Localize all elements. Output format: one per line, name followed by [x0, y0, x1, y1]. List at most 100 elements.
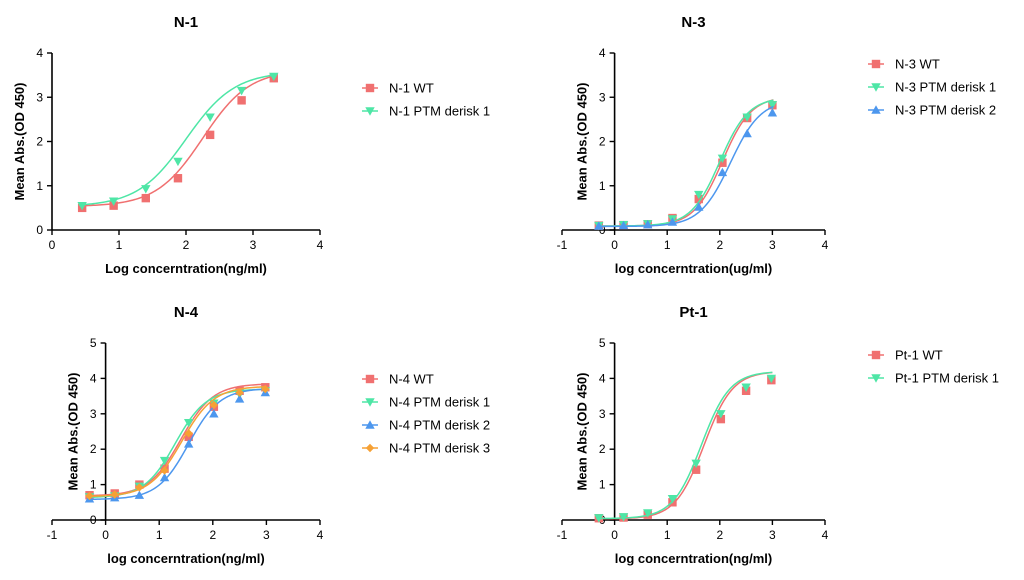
x-tick-label: 3 [263, 528, 270, 542]
legend-marker-icon [365, 443, 375, 453]
legend-item: N-1 WT [362, 81, 434, 96]
data-point [618, 513, 629, 522]
data-point [77, 201, 87, 211]
legend-label: Pt-1 PTM derisk 1 [895, 371, 999, 386]
data-point [236, 86, 247, 96]
y-tick-label: 1 [599, 478, 606, 492]
data-point [643, 509, 653, 518]
data-point [173, 174, 183, 183]
data-point [691, 465, 701, 474]
legend-item: N-1 PTM derisk 1 [362, 104, 490, 119]
y-tick-label: 2 [36, 135, 43, 149]
legend-item: N-4 PTM derisk 1 [362, 395, 490, 410]
data-point [110, 490, 119, 499]
x-tick-label: 4 [317, 528, 324, 542]
chart-panel-n-3: N-3 -1 0 1 2 3 4 0 1 2 3 4 log concerntration(ug/ml)… [557, 14, 996, 276]
legend-item: Pt-1 WT [868, 348, 943, 363]
chart-title: N-3 [681, 14, 705, 31]
legend-item: N-3 WT [868, 57, 940, 72]
data-point [269, 72, 279, 82]
legend-marker-icon [365, 420, 375, 429]
data-point [85, 491, 94, 501]
chart-panel-n-4: N-4 -1 0 1 2 3 4 0 1 2 3 4 5 log concerntration(ng/ml… [47, 304, 490, 566]
legend-label: N-1 WT [389, 81, 434, 96]
legend-marker-icon [365, 107, 375, 116]
y-tick-label: 3 [599, 407, 606, 421]
data-point [667, 217, 678, 226]
data-point [237, 96, 246, 105]
fit-curve [86, 388, 267, 499]
data-point [108, 197, 119, 206]
data-point [667, 495, 678, 504]
x-tick-label: 3 [769, 528, 776, 542]
y-axis-title: Mean Abs.(OD 450) [12, 83, 27, 201]
data-point [234, 394, 245, 403]
y-tick-label: 1 [599, 179, 606, 193]
data-point [235, 388, 244, 397]
legend-marker-icon [871, 105, 881, 114]
series-pt-1-ptm-derisk-1 [594, 371, 777, 523]
x-tick-label: 2 [716, 238, 723, 252]
legend-item: N-4 PTM derisk 3 [362, 441, 490, 456]
data-point [643, 219, 653, 229]
fit-curve [78, 74, 276, 206]
data-point [205, 130, 215, 140]
data-point [741, 383, 751, 392]
legend-item: N-4 PTM derisk 2 [362, 418, 490, 433]
data-point [209, 409, 219, 418]
x-tick-label: 1 [116, 238, 123, 252]
data-point [767, 108, 778, 117]
data-point [742, 113, 752, 122]
chart-title: Pt-1 [679, 304, 707, 321]
legend-label: N-3 PTM derisk 2 [895, 103, 996, 118]
series-n-3-ptm-derisk-2 [594, 105, 778, 230]
data-point [184, 429, 193, 438]
legend-item: N-3 PTM derisk 2 [868, 103, 996, 118]
x-tick-label: 0 [49, 238, 56, 252]
x-tick-label: 0 [102, 528, 109, 542]
data-point [159, 472, 170, 482]
data-point [691, 459, 701, 469]
x-axis-title: log concerntration(ug/ml) [615, 261, 772, 276]
y-tick-label: 2 [599, 135, 606, 149]
data-point [209, 400, 219, 410]
y-axis-title: Mean Abs.(OD 450) [575, 83, 590, 201]
legend-label: N-4 WT [389, 372, 434, 387]
data-point [618, 220, 629, 230]
legend-marker-icon [871, 350, 881, 360]
y-tick-label: 2 [90, 442, 97, 456]
x-axis-title: Log concerntration(ng/ml) [105, 261, 267, 276]
data-point [717, 167, 728, 177]
data-point [717, 154, 728, 164]
y-tick-label: 0 [599, 223, 606, 237]
data-point [134, 490, 145, 499]
data-point [594, 221, 604, 230]
x-tick-label: -1 [557, 528, 568, 542]
legend-label: Pt-1 WT [895, 348, 943, 363]
data-point [173, 157, 183, 167]
legend-label: N-3 WT [895, 57, 940, 72]
x-tick-label: -1 [557, 238, 568, 252]
x-tick-label: 1 [664, 238, 671, 252]
legend-label: N-4 PTM derisk 3 [389, 441, 490, 456]
chart-panel-n-1: N-1 0 1 2 3 4 0 1 2 3 4 Log concerntration(ng/ml) Me… [12, 14, 490, 276]
y-tick-label: 5 [599, 336, 606, 350]
legend-label: N-4 PTM derisk 2 [389, 418, 490, 433]
x-tick-label: 2 [716, 528, 723, 542]
legend-item: Pt-1 PTM derisk 1 [868, 371, 999, 386]
y-tick-label: 2 [599, 442, 606, 456]
data-point [694, 202, 704, 211]
series-pt-1-wt [594, 371, 776, 523]
data-point [594, 514, 604, 523]
data-point [135, 483, 144, 492]
data-point [141, 193, 150, 203]
y-tick-label: 1 [36, 179, 43, 193]
legend-item: N-3 PTM derisk 1 [868, 80, 996, 95]
series-n-4-ptm-derisk-3 [85, 384, 270, 501]
y-tick-label: 4 [599, 371, 606, 385]
data-point [205, 113, 215, 122]
x-tick-label: 1 [156, 528, 163, 542]
series-n-1-ptm-derisk-1 [77, 72, 279, 211]
y-axis-title: Mean Abs.(OD 450) [66, 373, 81, 491]
